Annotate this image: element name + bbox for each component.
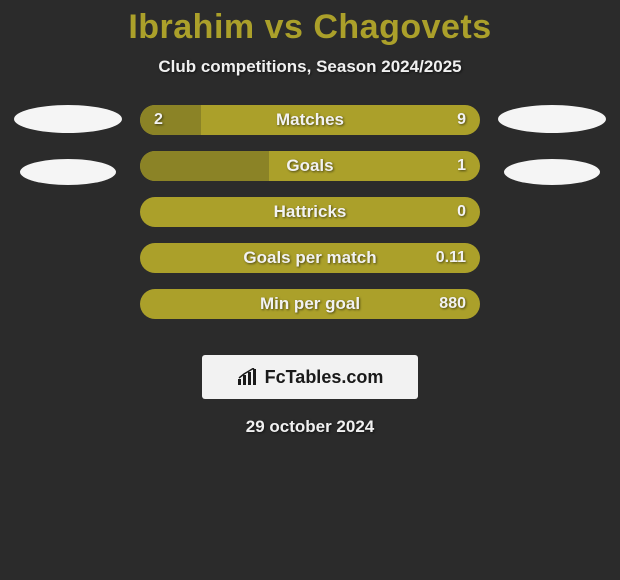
player-right-avatar-col <box>492 105 612 185</box>
player-right-avatar-placeholder-2 <box>504 159 600 185</box>
stat-bar-value-right: 1 <box>457 151 466 181</box>
stat-bar: Goals per match0.11 <box>140 243 480 273</box>
stat-bar-value-right: 0.11 <box>436 243 466 273</box>
comparison-infographic: Ibrahim vs Chagovets Club competitions, … <box>0 0 620 580</box>
stat-bar-value-right: 0 <box>457 197 466 227</box>
brand-box[interactable]: FcTables.com <box>202 355 418 399</box>
content-row: Matches2 9 Goals1 Hattricks0 Goals per match… <box>0 105 620 345</box>
comparison-bars: Matches2 9 Goals1 Hattricks0 Goals per match… <box>140 105 480 335</box>
stat-bar-value-left: 2 <box>154 105 163 135</box>
page-subtitle: Club competitions, Season 2024/2025 <box>0 57 620 77</box>
stat-bar-label: Min per goal <box>140 289 480 319</box>
player-right-avatar-placeholder-1 <box>498 105 606 133</box>
stat-bar-value-right: 9 <box>457 105 466 135</box>
stat-bar-value-right: 880 <box>439 289 466 319</box>
brand-text: FcTables.com <box>265 367 384 388</box>
stat-bar: Hattricks0 <box>140 197 480 227</box>
chart-icon <box>237 368 259 386</box>
stat-bar: Min per goal880 <box>140 289 480 319</box>
stat-bar: Goals1 <box>140 151 480 181</box>
date-line: 29 october 2024 <box>0 417 620 437</box>
player-left-avatar-placeholder-2 <box>20 159 116 185</box>
stat-bar-label: Goals <box>140 151 480 181</box>
player-left-avatar-placeholder-1 <box>14 105 122 133</box>
page-title: Ibrahim vs Chagovets <box>0 0 620 47</box>
stat-bar: Matches2 9 <box>140 105 480 135</box>
stat-bar-label: Goals per match <box>140 243 480 273</box>
player-left-avatar-col <box>8 105 128 185</box>
stat-bar-label: Matches <box>140 105 480 135</box>
stat-bar-label: Hattricks <box>140 197 480 227</box>
